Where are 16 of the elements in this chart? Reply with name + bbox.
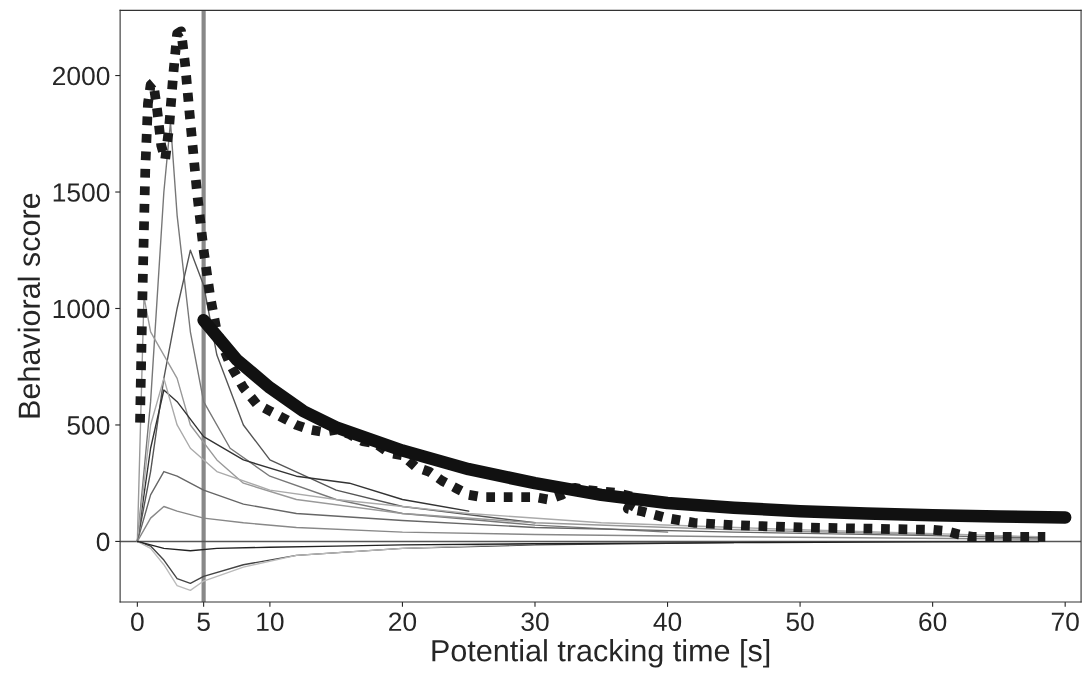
x-tick-label: 10 — [257, 612, 284, 632]
x-tick-label: 50 — [786, 612, 814, 632]
y-tick-label: 2000 — [53, 66, 110, 86]
x-tick-label: 60 — [919, 612, 947, 632]
x-tick-label: 20 — [389, 612, 417, 632]
y-tick-label: 1500 — [53, 183, 110, 202]
x-tick-label: 70 — [1051, 612, 1079, 632]
y-tick-label: 500 — [67, 416, 110, 435]
y-tick-label: 0 — [96, 532, 110, 552]
y-tick-label: 1000 — [53, 299, 110, 319]
x-tick-label: 30 — [521, 612, 549, 632]
x-tick-label: 5 — [197, 612, 210, 632]
x-tick-label: 40 — [653, 612, 682, 632]
x-axis-title: Potential tracking time [s] — [432, 639, 770, 668]
y-axis-title: Behavioral score — [17, 193, 41, 418]
x-tick-label: 0 — [131, 612, 144, 632]
